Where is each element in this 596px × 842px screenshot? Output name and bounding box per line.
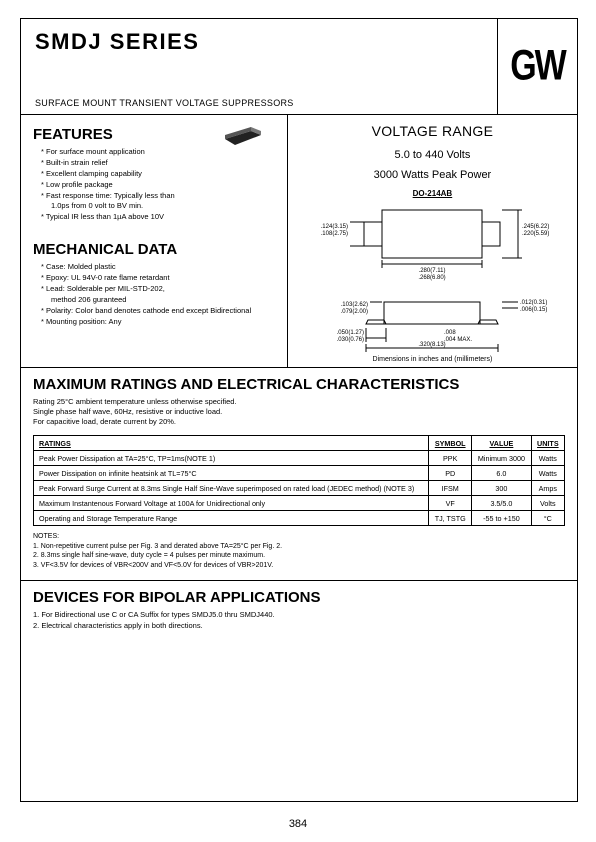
list-item: Built-in strain relief xyxy=(41,158,275,169)
note-line: 1. Non-repetitive current pulse per Fig.… xyxy=(33,542,565,551)
list-item: Fast response time: Typically less than xyxy=(41,191,275,202)
rating-symbol: PD xyxy=(429,466,472,481)
svg-text:.220(5.59): .220(5.59) xyxy=(522,231,549,237)
left-column: FEATURES For surface mount applicationBu… xyxy=(21,115,288,367)
header-row: SMDJ SERIES SURFACE MOUNT TRANSIENT VOLT… xyxy=(21,19,577,115)
series-subtitle: SURFACE MOUNT TRANSIENT VOLTAGE SUPPRESS… xyxy=(35,98,483,108)
list-item: Low profile package xyxy=(41,180,275,191)
table-header: RATINGS xyxy=(34,436,429,451)
features-heading: FEATURES xyxy=(33,126,113,143)
list-item: For surface mount application xyxy=(41,147,275,158)
list-item: Typical IR less than 1µA above 10V xyxy=(41,212,275,223)
rating-name: Peak Forward Surge Current at 8.3ms Sing… xyxy=(34,481,429,496)
table-header: VALUE xyxy=(472,436,531,451)
svg-text:.124(3.15): .124(3.15) xyxy=(321,224,348,230)
note-line: 2. 8.3ms single half sine-wave, duty cyc… xyxy=(33,551,565,560)
svg-text:.012(0.31): .012(0.31) xyxy=(520,300,547,306)
notes-label: NOTES: xyxy=(33,532,565,541)
table-row: Power Dissipation on infinite heatsink a… xyxy=(34,466,565,481)
page-number: 384 xyxy=(0,818,596,830)
table-row: Peak Forward Surge Current at 8.3ms Sing… xyxy=(34,481,565,496)
features-voltage-row: FEATURES For surface mount applicationBu… xyxy=(21,115,577,368)
rating-units: Amps xyxy=(531,481,564,496)
svg-text:.103(2.62): .103(2.62) xyxy=(341,302,368,308)
svg-text:.268(6.80): .268(6.80) xyxy=(419,275,446,281)
voltage-range-heading: VOLTAGE RANGE xyxy=(296,123,569,139)
rating-name: Power Dissipation on infinite heatsink a… xyxy=(34,466,429,481)
list-item: Excellent clamping capability xyxy=(41,169,275,180)
dimension-note: Dimensions in inches and (millimeters) xyxy=(296,356,569,363)
table-row: Maximum Instantenous Forward Voltage at … xyxy=(34,496,565,511)
page-frame: SMDJ SERIES SURFACE MOUNT TRANSIENT VOLT… xyxy=(20,18,578,802)
mechanical-list: Case: Molded plasticEpoxy: UL 94V-0 rate… xyxy=(33,262,275,327)
rating-name: Peak Power Dissipation at TA=25°C, TP=1m… xyxy=(34,451,429,466)
rating-name: Maximum Instantenous Forward Voltage at … xyxy=(34,496,429,511)
mechanical-heading: MECHANICAL DATA xyxy=(33,241,275,258)
series-title: SMDJ SERIES xyxy=(35,29,483,55)
table-row: Peak Power Dissipation at TA=25°C, TP=1m… xyxy=(34,451,565,466)
list-item: Lead: Solderable per MIL-STD-202, xyxy=(41,284,275,295)
rating-symbol: TJ, TSTG xyxy=(429,511,472,526)
svg-text:.108(2.75): .108(2.75) xyxy=(321,231,348,237)
chip-icon xyxy=(219,123,263,147)
list-item: Polarity: Color band denotes cathode end… xyxy=(41,306,275,317)
rating-symbol: VF xyxy=(429,496,472,511)
max-ratings-section: MAXIMUM RATINGS AND ELECTRICAL CHARACTER… xyxy=(21,368,577,581)
rating-value: 6.0 xyxy=(472,466,531,481)
right-column: VOLTAGE RANGE 5.0 to 440 Volts 3000 Watt… xyxy=(288,115,577,367)
bipolar-heading: DEVICES FOR BIPOLAR APPLICATIONS xyxy=(33,589,565,606)
bipolar-list: 1. For Bidirectional use C or CA Suffix … xyxy=(33,610,565,631)
rating-units: Watts xyxy=(531,451,564,466)
features-list: For surface mount applicationBuilt-in st… xyxy=(33,147,275,223)
list-item: Mounting position: Any xyxy=(41,317,275,328)
rating-units: Watts xyxy=(531,466,564,481)
note-line: 3. VF<3.5V for devices of VBR<200V and V… xyxy=(33,561,565,570)
rating-value: Minimum 3000 xyxy=(472,451,531,466)
svg-text:.320(8.13): .320(8.13) xyxy=(419,342,446,348)
max-ratings-heading: MAXIMUM RATINGS AND ELECTRICAL CHARACTER… xyxy=(33,376,565,393)
svg-text:.006(0.15): .006(0.15) xyxy=(520,307,547,313)
package-label: DO-214AB xyxy=(296,189,569,198)
list-item: 1. For Bidirectional use C or CA Suffix … xyxy=(33,610,565,621)
table-row: Operating and Storage Temperature RangeT… xyxy=(34,511,565,526)
header-right: GW xyxy=(497,19,577,114)
svg-text:.079(2.00): .079(2.00) xyxy=(341,309,368,315)
rating-units: °C xyxy=(531,511,564,526)
package-outline-drawing: .280(7.11) .268(6.80) .124(3.15) .108(2.… xyxy=(312,202,552,352)
header-left: SMDJ SERIES SURFACE MOUNT TRANSIENT VOLT… xyxy=(21,19,497,114)
bipolar-section: DEVICES FOR BIPOLAR APPLICATIONS 1. For … xyxy=(21,581,577,641)
svg-text:.008: .008 xyxy=(444,330,456,336)
voltage-range-value: 5.0 to 440 Volts xyxy=(296,149,569,161)
list-item: 1.0ps from 0 volt to BV min. xyxy=(41,201,275,212)
table-header: SYMBOL xyxy=(429,436,472,451)
list-item: 2. Electrical characteristics apply in b… xyxy=(33,621,565,632)
rating-symbol: PPK xyxy=(429,451,472,466)
rating-value: 300 xyxy=(472,481,531,496)
list-item: Epoxy: UL 94V-0 rate flame retardant xyxy=(41,273,275,284)
rating-name: Operating and Storage Temperature Range xyxy=(34,511,429,526)
list-item: method 206 guranteed xyxy=(41,295,275,306)
ratings-notes: NOTES: 1. Non-repetitive current pulse p… xyxy=(33,532,565,570)
rating-value: 3.5/5.0 xyxy=(472,496,531,511)
svg-text:.245(6.22): .245(6.22) xyxy=(522,224,549,230)
svg-text:.280(7.11): .280(7.11) xyxy=(419,268,446,274)
voltage-range-power: 3000 Watts Peak Power xyxy=(296,169,569,181)
list-item: Case: Molded plastic xyxy=(41,262,275,273)
svg-text:.050(1.27): .050(1.27) xyxy=(337,330,364,336)
rating-value: -55 to +150 xyxy=(472,511,531,526)
rating-symbol: IFSM xyxy=(429,481,472,496)
rating-units: Volts xyxy=(531,496,564,511)
conditions-text: Rating 25°C ambient temperature unless o… xyxy=(33,397,565,427)
svg-text:.004 MAX.: .004 MAX. xyxy=(444,337,472,343)
svg-text:.030(0.76): .030(0.76) xyxy=(337,337,364,343)
gw-logo: GW xyxy=(510,42,565,91)
table-header: UNITS xyxy=(531,436,564,451)
ratings-table: RATINGSSYMBOLVALUEUNITS Peak Power Dissi… xyxy=(33,435,565,526)
